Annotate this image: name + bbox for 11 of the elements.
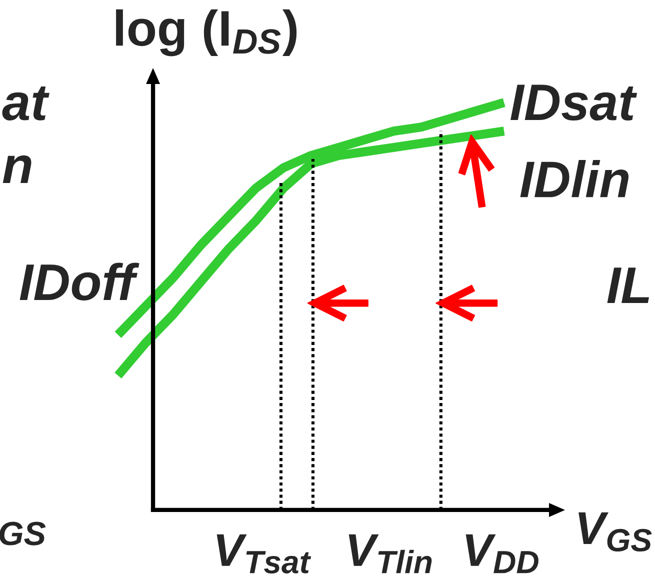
x-axis-title: V$_{GS}$ <box>578 512 652 552</box>
text: V$_{Tlin}$ <box>348 534 432 574</box>
y-axis-title: log (I$_{DS}$) <box>116 9 297 56</box>
text: IL <box>607 268 649 303</box>
text: V$_{Tsat}$ <box>216 534 312 574</box>
series-label: IDsat <box>510 84 638 121</box>
text: V$_{DD}$ <box>466 534 538 574</box>
series-label: IDlin <box>520 160 629 198</box>
text: n <box>2 155 32 183</box>
text: at <box>2 86 50 121</box>
annotation: IDoff <box>20 262 140 301</box>
